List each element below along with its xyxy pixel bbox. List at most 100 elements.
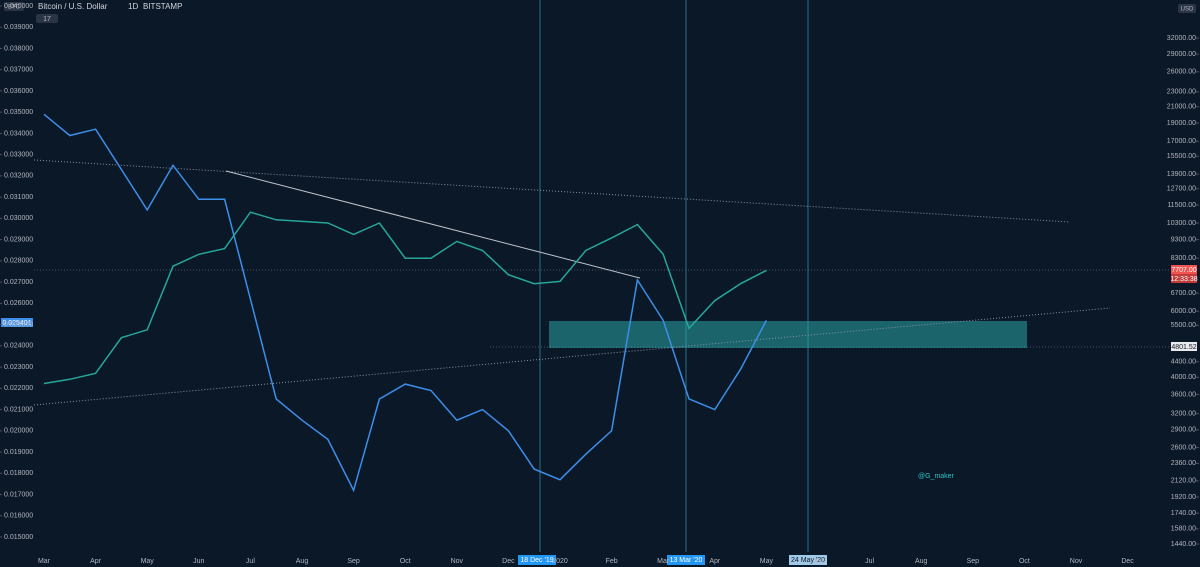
y2-tick-label: 2360.00 xyxy=(1171,460,1196,467)
price-tag xyxy=(1171,274,1197,283)
y2-tick-label: 32000.00 xyxy=(1167,35,1196,42)
price-tag xyxy=(1171,342,1197,351)
badge xyxy=(4,2,24,11)
y2-tick-label: 10300.00 xyxy=(1167,220,1196,227)
x-tick-label: Aug xyxy=(915,558,928,565)
y2-tick-label: 15500.00 xyxy=(1167,153,1196,160)
y2-tick-label: 4000.00 xyxy=(1171,374,1196,381)
y-tick-label: 0.016000 xyxy=(4,513,33,520)
x-tick-label: Dec xyxy=(1121,558,1134,565)
y-tick-label: 0.040000 xyxy=(4,3,33,10)
x-tick-label: Dec xyxy=(502,558,515,565)
y2-tick-label: 29000.00 xyxy=(1167,51,1196,58)
y2-tick-label: 17000.00 xyxy=(1167,138,1196,145)
y2-tick-label: 6700.00 xyxy=(1171,290,1196,297)
y-tick-label: 0.030000 xyxy=(4,215,33,222)
x-tick-label: Sep xyxy=(967,558,980,565)
zone xyxy=(549,321,1027,348)
x-tick-label: Sep xyxy=(347,558,360,565)
date-tag xyxy=(789,555,827,565)
y-tick-label: 0.024000 xyxy=(4,343,33,350)
date-tag xyxy=(667,555,705,565)
y2-tick-label: 5500.00 xyxy=(1171,322,1196,329)
date-label: 13 Mar '20 xyxy=(670,557,703,564)
ratio-last: 0.025401 xyxy=(2,320,31,327)
y-tick-label: 0.029000 xyxy=(4,236,33,243)
x-tick-label: Nov xyxy=(451,558,464,565)
symbol-badge: BTC xyxy=(8,5,21,11)
x-tick-label: 2020 xyxy=(552,558,568,565)
series-line xyxy=(43,113,768,493)
y-tick-label: 0.038000 xyxy=(4,45,33,52)
y-tick-label: 0.023000 xyxy=(4,364,33,371)
date-label: 24 May '20 xyxy=(791,557,825,564)
y-tick-label: 0.017000 xyxy=(4,491,33,498)
series-line xyxy=(43,211,767,385)
currency-badge: USD xyxy=(1181,7,1194,13)
countdown: 12:33:38 xyxy=(1170,276,1197,283)
y-tick-label: 0.019000 xyxy=(4,449,33,456)
y-tick-label: 0.028000 xyxy=(4,258,33,265)
x-tick-label: Jul xyxy=(246,558,255,565)
y2-tick-label: 11500.00 xyxy=(1167,202,1196,209)
x-tick-label: Jun xyxy=(812,558,823,565)
x-tick-label: May xyxy=(760,558,774,565)
x-tick-label: Jun xyxy=(193,558,204,565)
count-badge[interactable]: 17 xyxy=(43,16,51,23)
y2-tick-label: 2600.00 xyxy=(1171,444,1196,451)
price-tag xyxy=(1171,265,1197,274)
symbol-title: Bitcoin / U.S. Dollar xyxy=(38,2,108,11)
y-tick-label: 0.036000 xyxy=(4,88,33,95)
last-price: 7707.00 xyxy=(1171,267,1196,274)
y-tick-label: 0.020000 xyxy=(4,428,33,435)
badge xyxy=(36,14,58,23)
y2-tick-label: 23000.00 xyxy=(1167,89,1196,96)
y2-tick-label: 1740.00 xyxy=(1171,510,1196,517)
y-tick-label: 0.033000 xyxy=(4,151,33,158)
x-tick-label: Jul xyxy=(865,558,874,565)
y-tick-label: 0.027000 xyxy=(4,279,33,286)
y2-tick-label: 2120.00 xyxy=(1171,478,1196,485)
y2-tick-label: 1580.00 xyxy=(1171,526,1196,533)
trendline xyxy=(33,159,1071,223)
y2-tick-label: 13900.00 xyxy=(1167,171,1196,178)
y2-tick-label: 9300.00 xyxy=(1171,236,1196,243)
y2-tick-label: 1440.00 xyxy=(1171,541,1196,548)
date-label: 18 Dec '19 xyxy=(520,557,553,564)
y2-tick-label: 3200.00 xyxy=(1171,411,1196,418)
y2-tick-label: 4400.00 xyxy=(1171,359,1196,366)
x-tick-label: May xyxy=(141,558,155,565)
y2-tick-label: 12700.00 xyxy=(1167,186,1196,193)
x-tick-label: Mar xyxy=(657,558,670,565)
y-tick-label: 0.022000 xyxy=(4,385,33,392)
y2-tick-label: 2900.00 xyxy=(1171,427,1196,434)
x-tick-label: Feb xyxy=(606,558,618,565)
y2-tick-label: 1920.00 xyxy=(1171,494,1196,501)
interval: 1D xyxy=(128,2,138,11)
x-tick-label: Apr xyxy=(709,558,721,565)
y-tick-label: 0.018000 xyxy=(4,470,33,477)
y-tick-label: 0.026000 xyxy=(4,300,33,307)
watermark: @G_maker xyxy=(918,473,955,480)
y-tick-label: 0.031000 xyxy=(4,194,33,201)
y-tick-label: 0.032000 xyxy=(4,173,33,180)
y2-tick-label: 6000.00 xyxy=(1171,308,1196,315)
y2-tick-label: 8300.00 xyxy=(1171,255,1196,262)
x-tick-label: Nov xyxy=(1070,558,1083,565)
y-tick-label: 0.025000 xyxy=(4,321,33,328)
y2-tick-label: 26000.00 xyxy=(1167,69,1196,76)
trendline xyxy=(33,307,1111,406)
date-tag xyxy=(518,555,556,565)
ratio-tag xyxy=(1,318,33,327)
x-tick-label: Mar xyxy=(38,558,51,565)
x-tick-label: Oct xyxy=(400,558,411,565)
y-tick-label: 0.015000 xyxy=(4,534,33,541)
x-tick-label: Aug xyxy=(296,558,309,565)
y-tick-label: 0.039000 xyxy=(4,24,33,31)
plot xyxy=(43,113,768,493)
x-tick-label: Apr xyxy=(90,558,102,565)
trendline xyxy=(225,170,641,279)
exchange: BITSTAMP xyxy=(143,2,182,11)
